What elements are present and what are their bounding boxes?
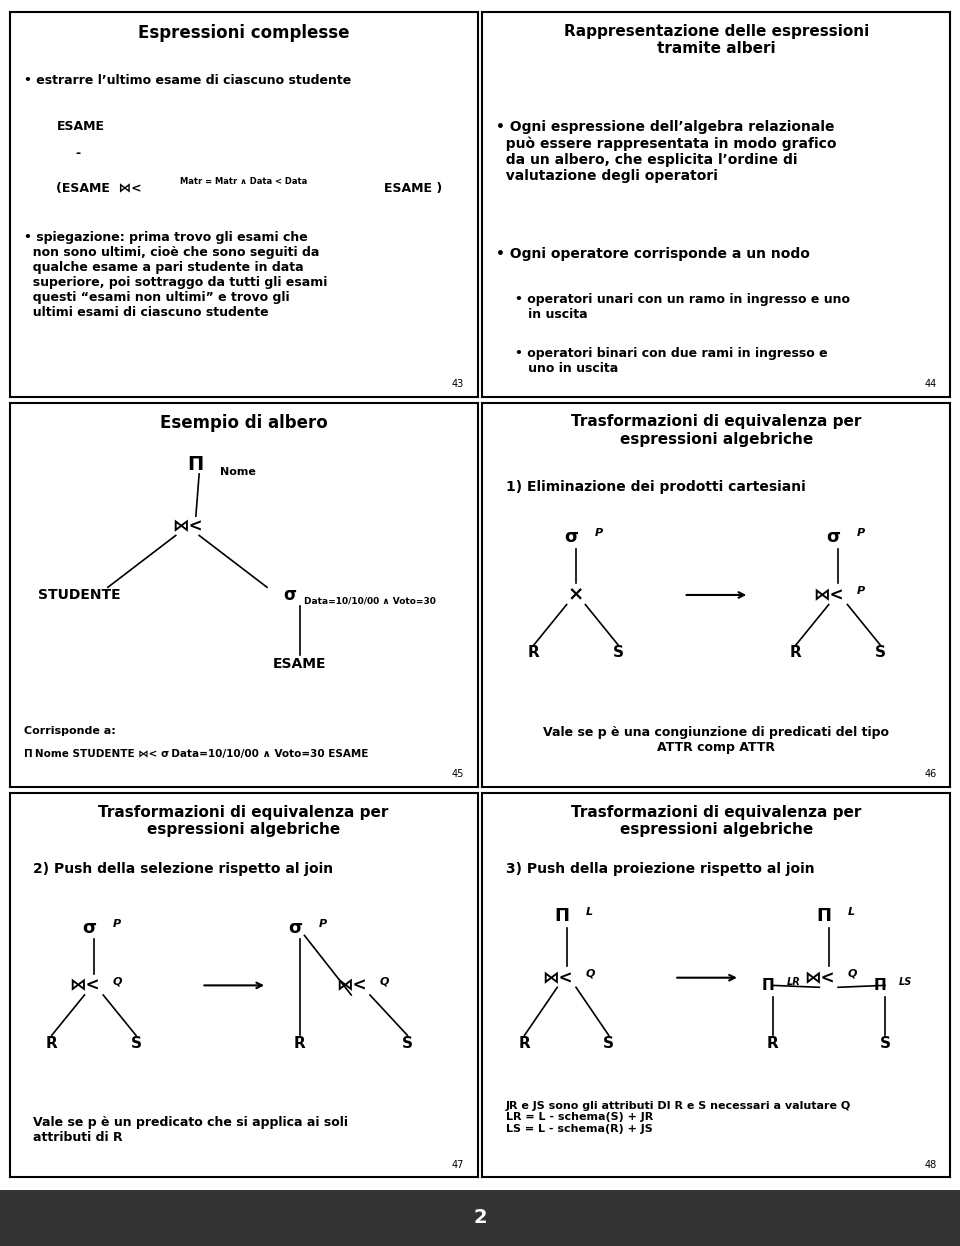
Text: ×: × [567,586,585,604]
Text: Π Nome STUDENTE ⋈< σ Data=10/10/00 ∧ Voto=30 ESAME: Π Nome STUDENTE ⋈< σ Data=10/10/00 ∧ Vot… [24,749,368,759]
Text: Π: Π [187,455,204,473]
Text: • Ogni espressione dell’algebra relazionale
  può essere rappresentata in modo g: • Ogni espressione dell’algebra relazion… [496,120,837,183]
Text: ESAME: ESAME [273,657,326,672]
Text: Π: Π [817,907,831,926]
Text: STUDENTE: STUDENTE [38,588,121,602]
Text: S: S [875,645,886,660]
Text: Q: Q [379,977,389,987]
Text: (ESAME  ⋈<: (ESAME ⋈< [57,182,142,194]
Text: Π: Π [874,978,887,993]
Text: • operatori unari con un ramo in ingresso e uno
   in uscita: • operatori unari con un ramo in ingress… [516,293,851,321]
Text: • spiegazione: prima trovo gli esami che
  non sono ultimi, cioè che sono seguit: • spiegazione: prima trovo gli esami che… [24,232,327,319]
Text: ⋈<: ⋈< [813,586,844,604]
Text: σ: σ [827,528,840,546]
Text: LS: LS [899,977,912,987]
Text: Trasformazioni di equivalenza per
espressioni algebriche: Trasformazioni di equivalenza per espres… [99,805,389,837]
Text: 3) Push della proiezione rispetto al join: 3) Push della proiezione rispetto al joi… [506,862,814,876]
Text: R: R [767,1035,779,1050]
Text: P: P [595,528,603,538]
Text: ⋈<: ⋈< [336,977,367,994]
Text: • Ogni operatore corrisponde a un nodo: • Ogni operatore corrisponde a un nodo [496,247,810,260]
Text: Π: Π [555,907,569,926]
Text: Q: Q [848,969,857,979]
Text: -: - [75,147,81,159]
Text: R: R [528,645,540,660]
Text: 44: 44 [924,379,936,389]
Text: R: R [790,645,802,660]
Text: σ: σ [83,918,96,937]
Text: Q: Q [586,969,595,979]
Text: σ: σ [283,586,297,604]
Text: LR: LR [786,977,801,987]
Text: ⋈<: ⋈< [69,977,100,994]
Text: R: R [46,1035,58,1050]
Text: P: P [856,528,865,538]
Text: Data=10/10/00 ∧ Voto=30: Data=10/10/00 ∧ Voto=30 [304,597,436,606]
Text: R: R [294,1035,305,1050]
Text: Espressioni complesse: Espressioni complesse [138,24,349,42]
Text: JR e JS sono gli attributi DI R e S necessari a valutare Q
LR = L - schema(S) + : JR e JS sono gli attributi DI R e S nece… [506,1100,852,1134]
Text: ⋈<: ⋈< [172,517,203,535]
Text: • operatori binari con due rami in ingresso e
   uno in uscita: • operatori binari con due rami in ingre… [516,346,828,375]
Text: • estrarre l’ultimo esame di ciascuno studente: • estrarre l’ultimo esame di ciascuno st… [24,74,351,87]
Text: Matr = Matr ∧ Data < Data: Matr = Matr ∧ Data < Data [180,177,307,186]
Text: S: S [402,1035,413,1050]
Text: S: S [612,645,624,660]
Text: 46: 46 [924,769,936,780]
Text: Π: Π [761,978,775,993]
Text: σ: σ [564,528,578,546]
Text: σ: σ [288,918,302,937]
Text: ⋈<: ⋈< [804,968,834,987]
Text: R: R [518,1035,530,1050]
Text: S: S [879,1035,890,1050]
Text: 48: 48 [924,1160,936,1170]
Text: ⋈<: ⋈< [542,968,572,987]
Text: 43: 43 [451,379,464,389]
Text: Rappresentazione delle espressioni
tramite alberi: Rappresentazione delle espressioni trami… [564,24,869,56]
Text: P: P [319,918,326,930]
Text: Corrisponde a:: Corrisponde a: [24,725,115,735]
Text: P: P [112,918,121,930]
Text: S: S [603,1035,614,1050]
Text: L: L [586,907,592,917]
Text: P: P [856,586,865,596]
Text: 47: 47 [451,1160,464,1170]
Text: Trasformazioni di equivalenza per
espressioni algebriche: Trasformazioni di equivalenza per espres… [571,805,861,837]
Text: 45: 45 [451,769,464,780]
Text: ESAME ): ESAME ) [384,182,443,194]
Text: 1) Eliminazione dei prodotti cartesiani: 1) Eliminazione dei prodotti cartesiani [506,480,805,493]
Text: 2) Push della selezione rispetto al join: 2) Push della selezione rispetto al join [33,862,333,876]
Text: Esempio di albero: Esempio di albero [159,415,327,432]
Text: Vale se p è una congiunzione di predicati del tipo
ATTR comp ATTR: Vale se p è una congiunzione di predicat… [543,725,889,754]
Text: Q: Q [112,977,122,987]
Text: Vale se p è un predicato che si applica ai soli
attributi di R: Vale se p è un predicato che si applica … [33,1116,348,1144]
Text: 2: 2 [473,1209,487,1227]
Text: S: S [131,1035,141,1050]
Text: Trasformazioni di equivalenza per
espressioni algebriche: Trasformazioni di equivalenza per espres… [571,415,861,447]
Text: ESAME: ESAME [57,120,105,133]
Text: L: L [848,907,854,917]
Text: Nome: Nome [220,467,256,477]
